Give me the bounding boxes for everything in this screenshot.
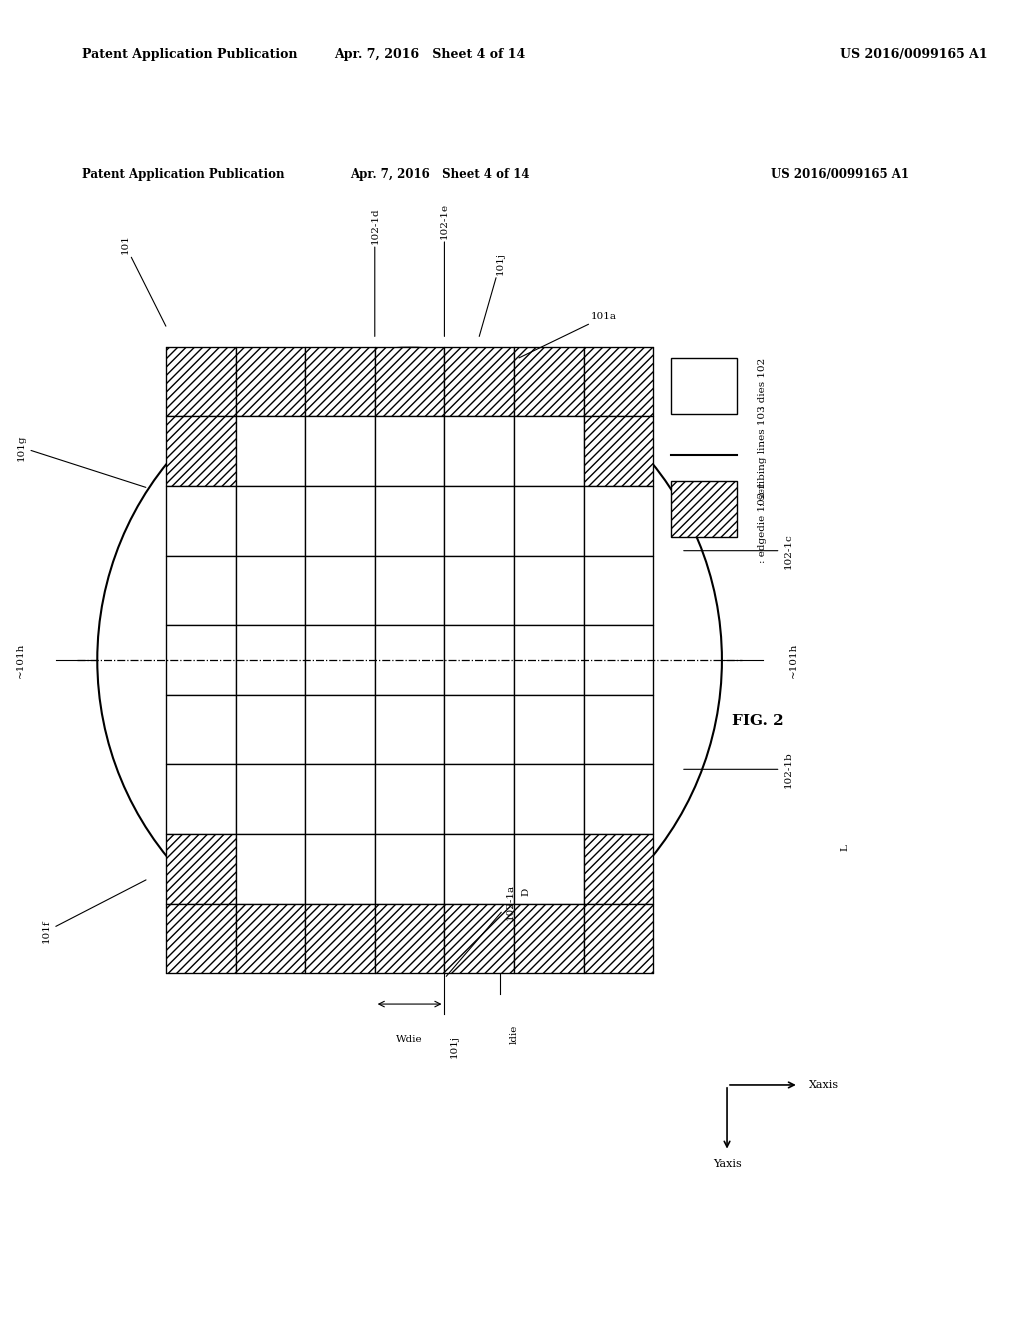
Bar — [375, 556, 444, 626]
Bar — [305, 764, 375, 834]
Bar — [166, 904, 236, 973]
Bar — [584, 416, 653, 486]
Bar — [236, 904, 305, 973]
Bar — [444, 347, 514, 416]
Bar — [375, 834, 444, 904]
Bar — [584, 764, 653, 834]
Text: 102-1b: 102-1b — [684, 751, 793, 788]
Bar — [375, 626, 444, 694]
Text: 101j: 101j — [479, 252, 505, 337]
Bar — [514, 904, 584, 973]
Text: 101j: 101j — [451, 1035, 459, 1057]
Bar — [305, 694, 375, 764]
Bar — [514, 764, 584, 834]
Text: 102-1e: 102-1e — [440, 203, 449, 337]
Bar — [236, 416, 305, 486]
Bar — [305, 416, 375, 486]
Bar — [584, 347, 653, 416]
Bar — [514, 694, 584, 764]
Bar — [444, 694, 514, 764]
Bar — [305, 834, 375, 904]
Bar — [514, 626, 584, 694]
Bar — [236, 486, 305, 556]
Bar — [236, 626, 305, 694]
Circle shape — [97, 347, 722, 973]
Bar — [444, 764, 514, 834]
Text: 102-1a: 102-1a — [446, 883, 515, 977]
Text: Apr. 7, 2016   Sheet 4 of 14: Apr. 7, 2016 Sheet 4 of 14 — [335, 48, 525, 61]
Bar — [375, 486, 444, 556]
Text: 101g: 101g — [16, 434, 145, 487]
Bar — [584, 556, 653, 626]
Text: D: D — [522, 887, 530, 895]
Text: Patent Application Publication: Patent Application Publication — [82, 169, 285, 181]
Bar — [444, 626, 514, 694]
Text: 102-1c: 102-1c — [684, 533, 793, 569]
Text: US 2016/0099165 A1: US 2016/0099165 A1 — [840, 48, 987, 61]
Text: 102-1d: 102-1d — [371, 207, 379, 337]
Text: 101a: 101a — [519, 313, 616, 358]
Text: US 2016/0099165 A1: US 2016/0099165 A1 — [771, 169, 908, 181]
Bar — [444, 834, 514, 904]
Text: Xaxis: Xaxis — [809, 1080, 839, 1090]
Text: : dies 102: : dies 102 — [758, 358, 767, 409]
Bar — [305, 486, 375, 556]
Bar — [375, 347, 444, 416]
Bar — [375, 764, 444, 834]
Bar — [166, 834, 236, 904]
Bar — [514, 834, 584, 904]
Bar — [236, 764, 305, 834]
Text: Patent Application Publication: Patent Application Publication — [82, 48, 297, 61]
Bar — [305, 904, 375, 973]
Bar — [236, 556, 305, 626]
Text: ~101h: ~101h — [790, 643, 798, 677]
Bar — [305, 347, 375, 416]
Bar — [305, 556, 375, 626]
Bar — [514, 347, 584, 416]
Bar — [584, 834, 653, 904]
Bar — [166, 416, 236, 486]
Bar — [305, 626, 375, 694]
Text: Yaxis: Yaxis — [713, 1159, 741, 1170]
Text: Apr. 7, 2016   Sheet 4 of 14: Apr. 7, 2016 Sheet 4 of 14 — [350, 169, 530, 181]
Bar — [236, 834, 305, 904]
Bar — [236, 347, 305, 416]
Text: ldie: ldie — [510, 1024, 518, 1044]
Bar — [514, 556, 584, 626]
Bar — [584, 486, 653, 556]
Bar — [236, 694, 305, 764]
Text: ~101h: ~101h — [16, 643, 25, 677]
Bar — [584, 904, 653, 973]
Bar — [166, 694, 236, 764]
Bar — [166, 556, 236, 626]
Text: L: L — [841, 843, 849, 851]
Bar — [444, 904, 514, 973]
Bar — [375, 694, 444, 764]
FancyBboxPatch shape — [671, 358, 737, 414]
Bar — [166, 486, 236, 556]
Text: 101: 101 — [121, 235, 166, 326]
Text: 101f: 101f — [42, 880, 146, 944]
Bar — [166, 626, 236, 694]
Bar — [584, 694, 653, 764]
Bar — [444, 486, 514, 556]
Bar — [444, 416, 514, 486]
Bar — [375, 416, 444, 486]
Bar — [166, 347, 236, 416]
Bar — [166, 764, 236, 834]
Bar — [514, 486, 584, 556]
Text: : scribing lines 103: : scribing lines 103 — [758, 405, 767, 506]
Bar — [671, 480, 737, 537]
Text: Wdie: Wdie — [396, 1035, 423, 1044]
Bar — [444, 556, 514, 626]
Text: : edgedie 102-1: : edgedie 102-1 — [758, 480, 767, 562]
Text: FIG. 2: FIG. 2 — [732, 714, 783, 729]
Bar — [514, 416, 584, 486]
Bar — [375, 904, 444, 973]
Bar — [584, 626, 653, 694]
